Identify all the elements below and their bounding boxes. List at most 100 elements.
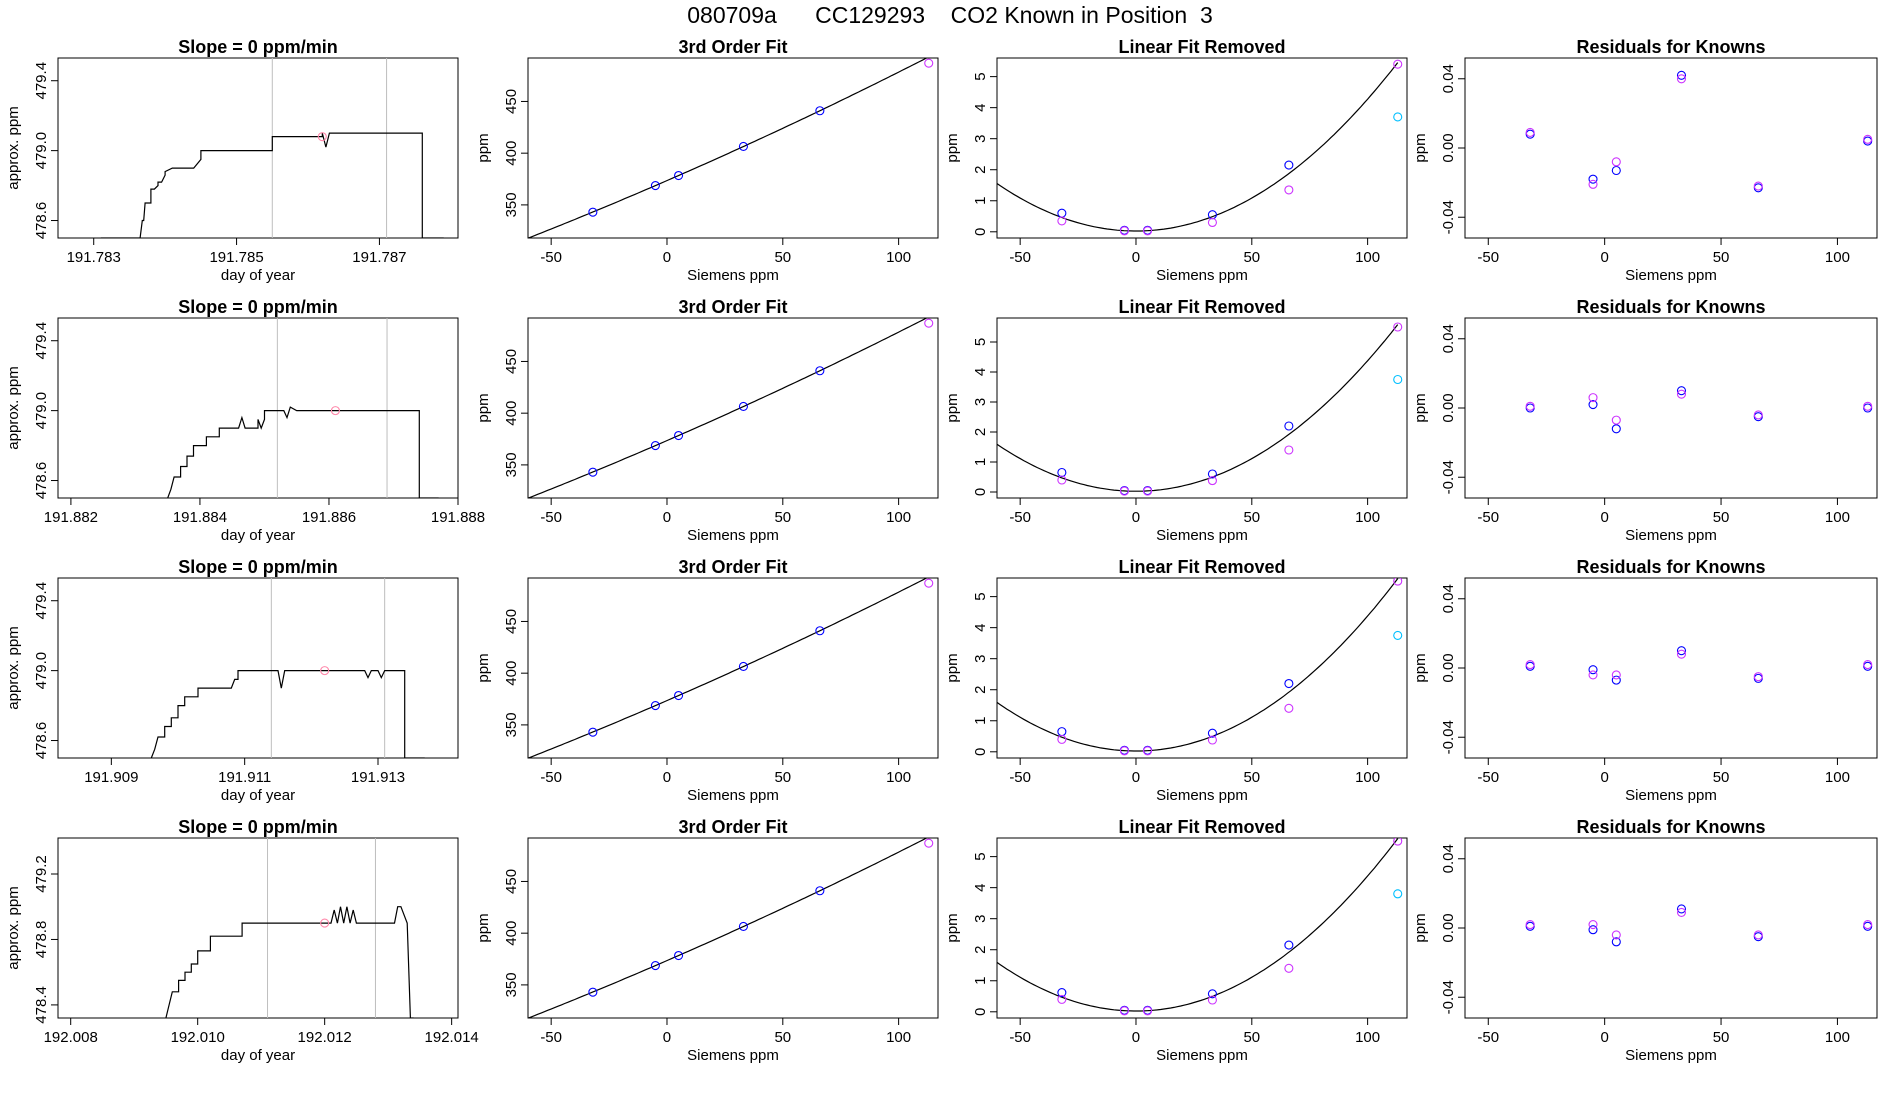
x-axis-label: Siemens ppm (1625, 527, 1717, 544)
x-axis-label: Siemens ppm (1625, 1047, 1717, 1064)
x-axis-label: Siemens ppm (687, 267, 779, 284)
data-point (1676, 649, 1687, 659)
plot-frame (996, 577, 1408, 759)
x-tick-label: 0 (1600, 769, 1608, 786)
x-tick-label: 100 (1355, 1029, 1380, 1046)
x-tick-label: 191.783 (67, 249, 121, 266)
x-tick-label: 50 (1713, 249, 1730, 266)
data-point (1676, 386, 1687, 396)
plot-area (528, 578, 934, 758)
x-tick-label: -50 (1477, 249, 1499, 266)
x-tick-label: -50 (1477, 509, 1499, 526)
chart-title: 3rd Order Fit (678, 297, 787, 317)
y-axis-label: ppm (1412, 913, 1429, 942)
x-tick-label: 192.010 (171, 1029, 225, 1046)
data-point (1284, 963, 1294, 973)
x-tick-label: 100 (886, 509, 911, 526)
data-point (1393, 322, 1403, 332)
y-tick-label: 400 (503, 401, 520, 426)
chart-title: Linear Fit Removed (1118, 297, 1285, 317)
data-point (1284, 160, 1294, 170)
plot-area (1525, 386, 1873, 434)
y-axis-label: ppm (944, 393, 961, 422)
chart-title: Residuals for Knowns (1576, 297, 1765, 317)
data-point (1207, 728, 1217, 738)
y-tick-label: 4 (972, 883, 989, 891)
plot-area (167, 406, 439, 498)
data-point (1588, 670, 1598, 680)
data-point (1863, 401, 1873, 411)
x-tick-label: 100 (1825, 769, 1850, 786)
data-point (815, 886, 825, 896)
data-point (1611, 165, 1621, 176)
panel-r3-c3: Linear Fit Removed -50 0 50 100 0 1 2 3 4 5 Siemens… (944, 557, 1408, 804)
x-tick-label: 0 (1600, 249, 1608, 266)
y-axis-label: ppm (1412, 393, 1429, 422)
plot-frame (57, 837, 459, 1019)
x-axis-label: Siemens ppm (1625, 267, 1717, 284)
x-tick-label: 191.785 (209, 249, 263, 266)
y-tick-label: 478.6 (33, 462, 50, 500)
data-point (1393, 59, 1403, 69)
data-point (1525, 919, 1535, 930)
fit-curve (528, 838, 928, 1018)
panel-r2-c2: 3rd Order Fit -50 0 50 100 350 400 450 Siemens p… (475, 297, 939, 544)
x-tick-label: 50 (774, 769, 791, 786)
plot-area (1525, 646, 1873, 685)
data-point (674, 950, 684, 961)
x-axis-label: Siemens ppm (687, 1047, 779, 1064)
y-tick-label: 1 (972, 197, 989, 205)
panel-r4-c3: Linear Fit Removed -50 0 50 100 0 1 2 3 4 5 Siemens… (944, 817, 1408, 1064)
data-point (1611, 670, 1621, 680)
y-tick-label: 3 (972, 915, 989, 923)
x-tick-label: -50 (540, 769, 562, 786)
data-point (924, 838, 934, 848)
data-point (738, 661, 748, 671)
data-point (1588, 919, 1598, 930)
panel-r3-c1: Slope = 0 ppm/min 191.909 191.911 191.913 47… (5, 557, 459, 804)
y-axis-label: ppm (475, 133, 492, 162)
y-tick-label: 1 (972, 717, 989, 725)
data-point (1588, 179, 1598, 189)
y-tick-label: 0.00 (1440, 913, 1457, 942)
data-point (1207, 735, 1217, 745)
data-point (650, 961, 660, 971)
plot-area (528, 58, 934, 238)
data-point (1588, 399, 1598, 410)
page-title: 080709a CC129293 CO2 Known in Position 3 (687, 2, 1213, 28)
data-point (1284, 940, 1294, 950)
data-point (1676, 74, 1687, 84)
plot-area (528, 318, 934, 498)
data-point (330, 406, 340, 416)
data-point (1119, 746, 1129, 756)
data-point (1611, 675, 1621, 685)
plot-frame (996, 317, 1408, 499)
y-tick-label: 5 (972, 852, 989, 860)
y-tick-label: 5 (972, 72, 989, 80)
x-tick-label: 100 (1825, 1029, 1850, 1046)
fit-curve (997, 62, 1399, 232)
x-tick-label: 0 (1600, 1029, 1608, 1046)
data-point (1057, 467, 1067, 478)
y-tick-label: 479.2 (33, 855, 50, 893)
plot-frame (527, 577, 939, 759)
data-point (674, 430, 684, 441)
data-point (1143, 746, 1153, 756)
data-point (1588, 925, 1598, 935)
plot-frame (57, 577, 459, 759)
data-point (1676, 646, 1687, 656)
data-point (674, 690, 684, 701)
data-point (1119, 1006, 1129, 1016)
x-tick-label: -50 (540, 249, 562, 266)
data-point (1284, 678, 1294, 689)
y-tick-label: 350 (503, 452, 520, 477)
chart-title: Linear Fit Removed (1118, 37, 1285, 57)
data-point (1676, 70, 1687, 80)
data-point (1863, 919, 1873, 930)
data-point (588, 987, 598, 997)
data-point (1207, 469, 1217, 479)
x-tick-label: 100 (1825, 249, 1850, 266)
data-point (815, 366, 825, 376)
x-tick-label: -50 (1477, 1029, 1499, 1046)
x-tick-label: 50 (774, 249, 791, 266)
